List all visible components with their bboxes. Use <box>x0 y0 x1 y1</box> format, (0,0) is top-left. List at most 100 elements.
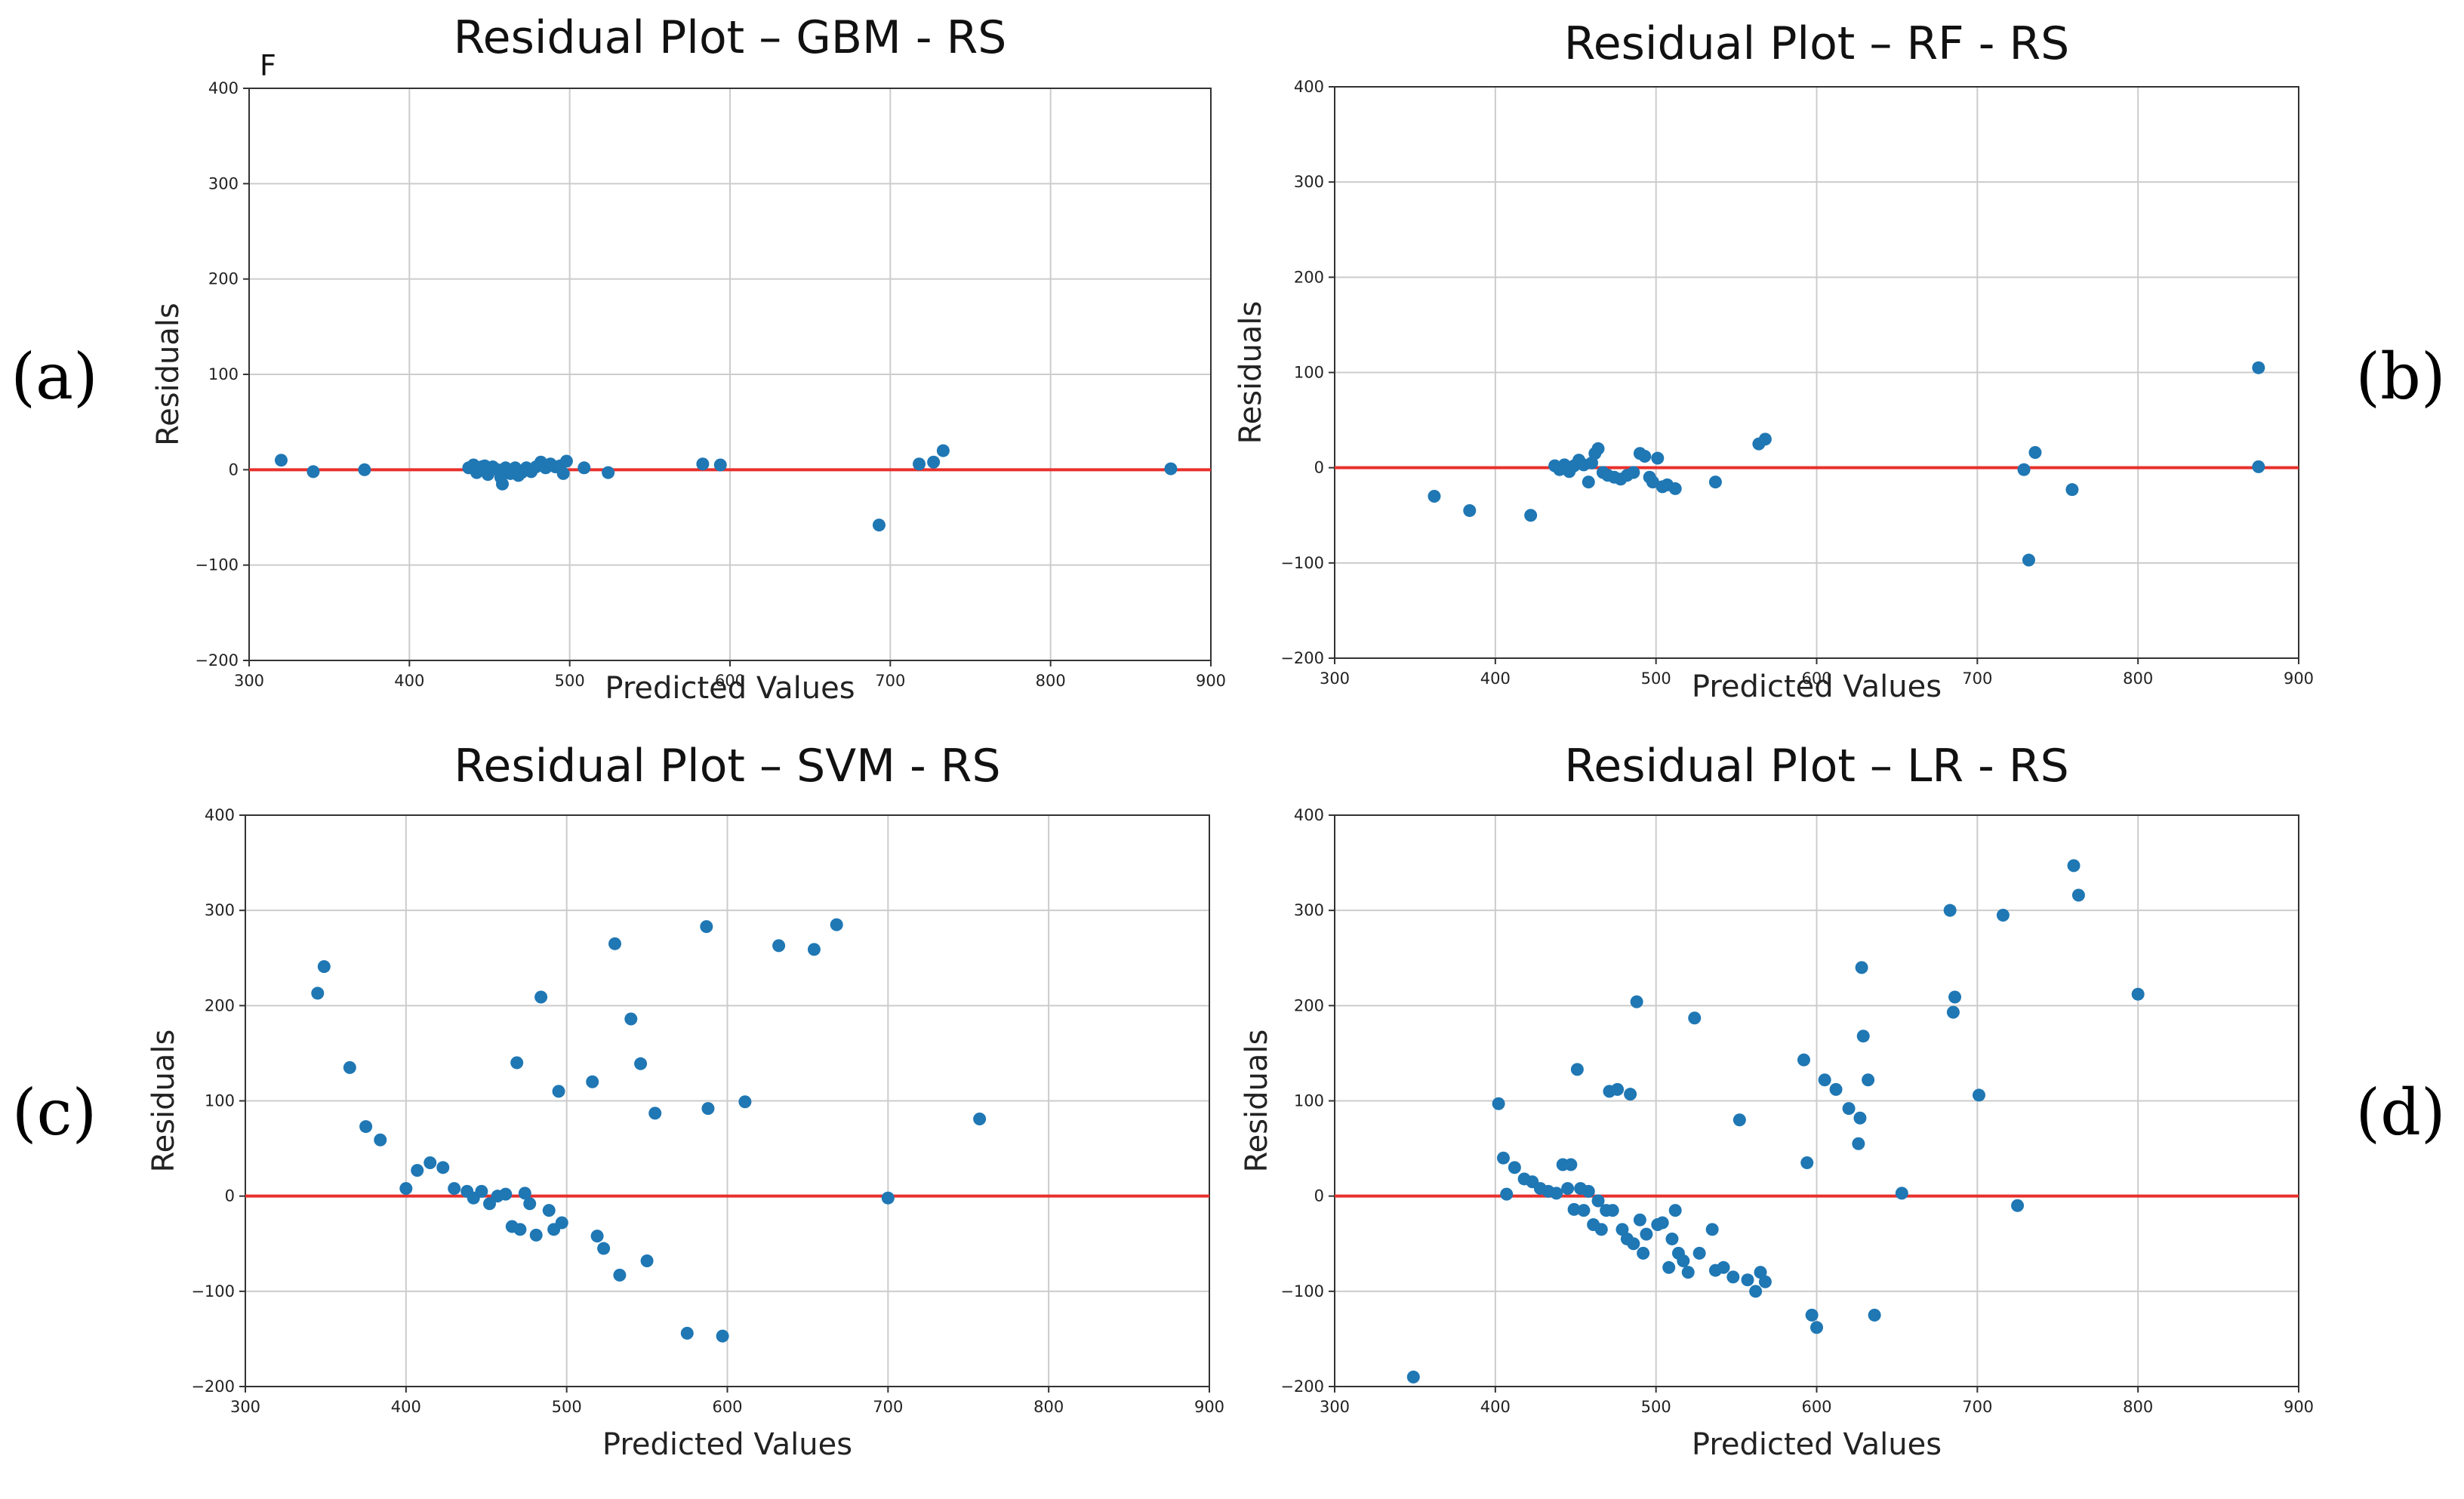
residual-point <box>700 920 713 934</box>
residual-point <box>1633 1213 1646 1227</box>
x-tick-label: 900 <box>1196 672 1226 690</box>
x-tick-label: 800 <box>2123 1398 2153 1416</box>
y-tick-label: 0 <box>1314 1187 1324 1205</box>
y-tick-label: 400 <box>1294 806 1324 824</box>
residual-point <box>411 1164 424 1177</box>
residual-point <box>1662 1260 1676 1274</box>
x-tick-label: 500 <box>1641 1398 1671 1416</box>
residual-point <box>1726 1270 1740 1284</box>
residual-point <box>936 444 950 457</box>
residual-point <box>2067 859 2081 873</box>
residual-point <box>1805 1308 1819 1322</box>
y-tick-label: −200 <box>191 1377 235 1396</box>
residual-point <box>436 1161 450 1174</box>
panel-c: 300 400 500 600 700 800 900 −200 −100 0 100 200 300 4… <box>12 740 1224 1462</box>
y-tick-label: −100 <box>191 1282 235 1300</box>
residual-point <box>2011 1199 2025 1212</box>
residual-point <box>597 1242 611 1255</box>
residual-point <box>1591 442 1605 455</box>
residual-point <box>624 1012 638 1026</box>
panel-label: (a) <box>11 340 98 414</box>
residual-point <box>448 1182 461 1196</box>
x-tick-label: 400 <box>391 1398 421 1416</box>
residual-point <box>424 1156 437 1170</box>
residual-point <box>552 1085 565 1098</box>
residual-point <box>1732 1113 1746 1127</box>
y-tick-label: 300 <box>208 174 239 192</box>
residual-point <box>590 1230 604 1243</box>
residual-point <box>973 1112 987 1125</box>
residual-point <box>1651 451 1665 465</box>
residual-point <box>1818 1073 1831 1087</box>
panel-a: 300 400 500 600 700 800 900 −200 −100 0 100 200 300 4… <box>11 11 1226 706</box>
residual-point <box>1591 1194 1605 1208</box>
residual-point <box>1508 1161 1521 1174</box>
x-tick-label: 600 <box>712 1398 742 1416</box>
y-tick-label: 100 <box>1294 364 1324 382</box>
residual-point <box>1972 1088 1985 1102</box>
residual-point <box>1646 476 1659 489</box>
x-tick-label: 400 <box>394 672 424 690</box>
residual-point <box>2252 460 2265 473</box>
residual-point <box>648 1107 662 1120</box>
x-tick-label: 600 <box>1801 669 1831 688</box>
residual-point <box>2071 888 2085 902</box>
residual-point <box>529 1228 543 1242</box>
residual-point <box>542 1204 556 1217</box>
y-tick-label: −100 <box>1280 554 1324 572</box>
residual-point <box>1708 476 1722 489</box>
residual-point <box>1852 1137 1865 1150</box>
residual-point <box>1606 1204 1619 1217</box>
residual-point <box>1627 1237 1640 1251</box>
residual-point <box>399 1182 413 1196</box>
y-axis-label: Residuals <box>1234 301 1268 445</box>
residual-point <box>518 1187 531 1200</box>
residual-point <box>2131 987 2145 1001</box>
residual-point <box>374 1133 387 1147</box>
residual-point <box>1842 1102 1856 1116</box>
x-tick-label: 600 <box>1801 1398 1831 1416</box>
x-tick-label: 400 <box>1480 1398 1511 1416</box>
residual-point <box>1582 476 1595 489</box>
y-tick-label: 100 <box>1294 1092 1324 1110</box>
residual-point <box>1668 482 1682 495</box>
residual-point <box>1550 1187 1563 1200</box>
x-tick-label: 300 <box>230 1398 260 1416</box>
residual-point <box>1615 1223 1629 1236</box>
residual-point <box>1856 1030 1870 1043</box>
residual-point <box>1758 1275 1772 1288</box>
residual-point <box>2017 463 2031 476</box>
x-tick-label: 800 <box>1033 1398 1064 1416</box>
x-tick-label: 500 <box>555 672 585 690</box>
residual-point <box>1948 990 1962 1004</box>
y-tick-label: −200 <box>1280 1377 1324 1396</box>
residual-point <box>1855 961 1868 974</box>
x-tick-label: 700 <box>875 672 905 690</box>
y-tick-label: −200 <box>1280 649 1324 667</box>
residual-point <box>716 1329 729 1343</box>
residual-point <box>586 1075 599 1088</box>
residual-point <box>1594 1223 1608 1236</box>
residual-point <box>807 943 821 956</box>
residual-point <box>1868 1308 1881 1322</box>
residual-point <box>1688 1011 1702 1025</box>
y-axis-label: Residuals <box>1240 1030 1274 1173</box>
y-tick-label: 0 <box>229 460 239 479</box>
y-tick-label: −200 <box>195 651 239 669</box>
panel-b: 300 400 500 600 700 800 900 −200 −100 0 100 200 300 4… <box>1234 17 2446 704</box>
y-tick-label: −100 <box>1280 1282 1324 1300</box>
residual-point <box>738 1095 752 1109</box>
residual-point <box>523 1197 537 1211</box>
residual-point <box>1895 1187 1908 1200</box>
x-tick-label: 400 <box>1480 669 1511 688</box>
stray-mark: F <box>260 49 276 82</box>
residual-point <box>1665 1232 1679 1245</box>
residual-point <box>927 455 941 469</box>
residual-point <box>556 466 570 480</box>
residual-point <box>1741 1273 1754 1287</box>
residual-point <box>1668 1204 1682 1217</box>
x-tick-label: 700 <box>873 1398 903 1416</box>
y-tick-label: 200 <box>208 270 239 288</box>
chart-title: Residual Plot – GBM - RS <box>454 11 1007 64</box>
y-tick-label: 100 <box>208 365 239 383</box>
